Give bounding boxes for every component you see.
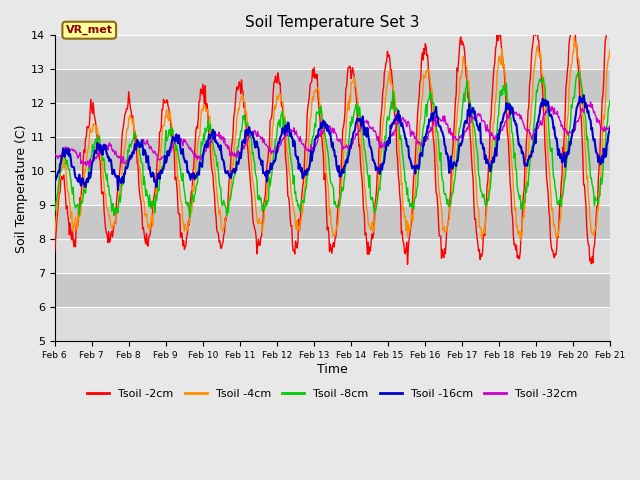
- Title: Soil Temperature Set 3: Soil Temperature Set 3: [245, 15, 419, 30]
- Legend: Tsoil -2cm, Tsoil -4cm, Tsoil -8cm, Tsoil -16cm, Tsoil -32cm: Tsoil -2cm, Tsoil -4cm, Tsoil -8cm, Tsoi…: [83, 384, 582, 403]
- Bar: [54, 205, 610, 239]
- Y-axis label: Soil Temperature (C): Soil Temperature (C): [15, 124, 28, 252]
- Bar: [54, 103, 610, 137]
- Bar: [54, 171, 610, 205]
- Text: VR_met: VR_met: [66, 25, 113, 36]
- Bar: [54, 273, 610, 307]
- X-axis label: Time: Time: [317, 363, 348, 376]
- Bar: [54, 36, 610, 69]
- Bar: [54, 307, 610, 341]
- Bar: [54, 239, 610, 273]
- Bar: [54, 137, 610, 171]
- Bar: [54, 69, 610, 103]
